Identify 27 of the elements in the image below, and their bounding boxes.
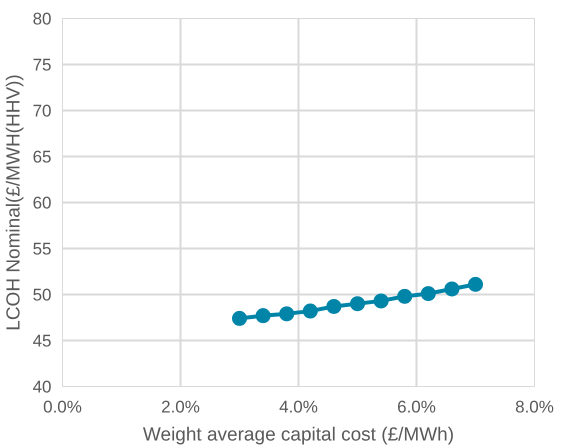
- point: [302, 304, 318, 319]
- x-tick-label: 0.0%: [43, 398, 82, 416]
- point: [256, 308, 271, 324]
- point: [350, 296, 365, 312]
- y-tick-label: 50: [32, 286, 52, 304]
- y-tick-label: 65: [32, 148, 52, 166]
- x-tick-label: 2.0%: [161, 398, 200, 416]
- point: [468, 276, 483, 292]
- y-tick-label: 70: [32, 102, 52, 120]
- x-tick-label: 4.0%: [279, 398, 318, 416]
- point: [232, 310, 247, 326]
- point: [374, 293, 389, 308]
- x-tick-label: 6.0%: [397, 398, 436, 416]
- y-tick-label: 60: [32, 194, 52, 212]
- x-axis-title: Weight average capital cost (£/MWh): [142, 424, 454, 446]
- point: [444, 281, 460, 296]
- y-tick-label: 80: [32, 10, 52, 28]
- y-tick-label: 55: [32, 240, 52, 258]
- point: [397, 288, 412, 304]
- y-axis-title: LCOH Nominal(£/MWH(HHV)): [4, 74, 25, 331]
- point: [420, 286, 436, 302]
- y-tick-label: 75: [32, 56, 52, 74]
- point: [326, 298, 342, 314]
- point: [279, 306, 294, 322]
- x-tick-label: 8.0%: [515, 398, 554, 416]
- y-tick-label: 45: [32, 332, 52, 350]
- y-tick-label: 40: [32, 378, 52, 396]
